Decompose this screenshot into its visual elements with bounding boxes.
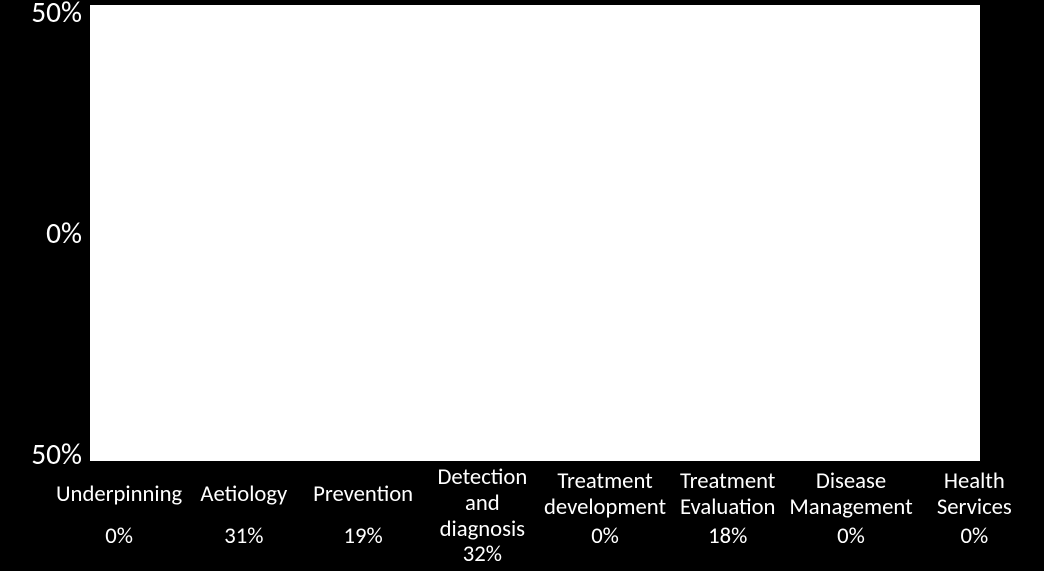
x-category-label: Disease Management	[789, 468, 912, 520]
x-category-value: 18%	[708, 522, 747, 550]
x-category: Treatment development0%	[542, 468, 668, 568]
x-category: Detection and diagnosis32%	[423, 468, 542, 568]
x-category: Prevention19%	[303, 468, 422, 568]
x-category-label: Health Services	[917, 468, 1032, 520]
x-category: Health Services0%	[915, 468, 1034, 568]
chart-container: 50%0%50% Underpinning0%Aetiology31%Preve…	[0, 0, 1044, 571]
y-tick-label: 0%	[46, 215, 82, 251]
x-category-label: Treatment Evaluation	[670, 468, 785, 520]
x-category-label: Aetiology	[200, 468, 287, 520]
x-category-value: 0%	[837, 522, 865, 550]
plot-area	[90, 5, 980, 461]
x-category-label: Prevention	[313, 468, 413, 520]
x-category: Disease Management0%	[787, 468, 914, 568]
x-category-value: 32%	[463, 540, 502, 568]
y-tick-label: 50%	[31, 436, 82, 472]
x-axis-labels: Underpinning0%Aetiology31%Prevention19%D…	[54, 468, 1034, 568]
x-category-value: 0%	[960, 522, 988, 550]
x-category-label: Treatment development	[544, 468, 666, 520]
x-category-value: 31%	[224, 522, 263, 550]
x-category-label: Underpinning	[56, 468, 182, 520]
x-category: Aetiology31%	[184, 468, 303, 568]
x-category-label: Detection and diagnosis	[425, 468, 540, 538]
x-category: Treatment Evaluation18%	[668, 468, 787, 568]
y-tick-label: 50%	[31, 0, 82, 30]
x-category-value: 0%	[591, 522, 619, 550]
x-category-value: 19%	[344, 522, 383, 550]
x-category-value: 0%	[105, 522, 133, 550]
x-category: Underpinning0%	[54, 468, 184, 568]
